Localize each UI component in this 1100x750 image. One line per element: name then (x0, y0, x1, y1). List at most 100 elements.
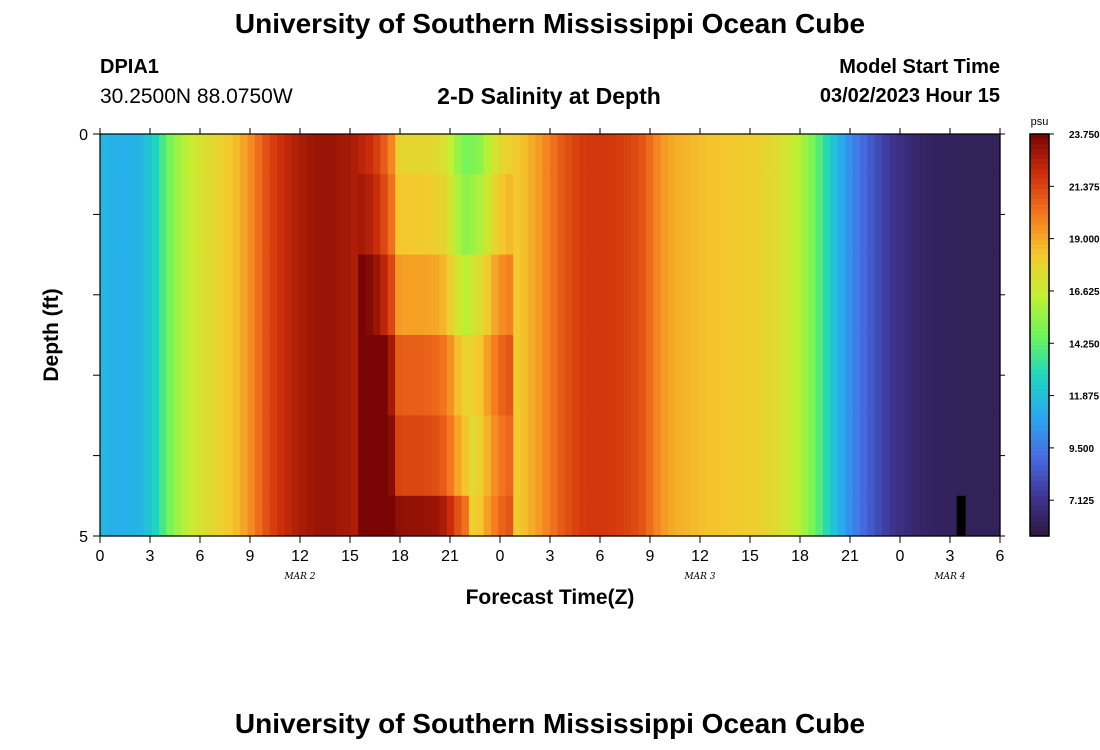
heatmap-cell (845, 254, 854, 336)
date-label: MAR 3 (683, 572, 715, 582)
colorbar-unit: psu (1031, 116, 1049, 128)
heatmap-cell (690, 335, 699, 416)
heatmap-cell (306, 415, 315, 497)
heatmap-cell (756, 134, 765, 175)
colorbar-segment (1030, 340, 1049, 346)
heatmap-cell (476, 335, 485, 416)
heatmap-cell (225, 495, 234, 537)
heatmap-cell (129, 495, 138, 537)
heatmap-cell (889, 134, 898, 175)
heatmap-cell (188, 495, 197, 537)
heatmap-cell (668, 254, 677, 336)
heatmap-cell (387, 134, 396, 175)
heatmap-cell (800, 174, 809, 256)
heatmap-cell (645, 174, 654, 256)
heatmap-cell (240, 415, 249, 497)
heatmap-cell (269, 134, 278, 175)
heatmap-cell (417, 495, 426, 537)
heatmap-cell (343, 495, 352, 537)
heatmap-cell (151, 415, 160, 497)
heatmap-cell (417, 134, 426, 175)
heatmap-cell (668, 134, 677, 175)
heatmap-cell (188, 415, 197, 497)
heatmap-cell (159, 335, 167, 416)
heatmap-cell (623, 134, 632, 175)
heatmap-cell (306, 134, 315, 175)
colorbar-segment (1030, 335, 1049, 341)
heatmap-cell (254, 134, 263, 175)
heatmap-cell (505, 174, 514, 256)
colorbar-segment (1030, 204, 1049, 210)
heatmap-cell (926, 134, 935, 175)
heatmap-cell (845, 134, 854, 175)
heatmap-cell (461, 415, 470, 497)
heatmap-cell (896, 134, 905, 175)
heatmap-cell (815, 174, 824, 256)
heatmap-cell (490, 495, 499, 537)
heatmap-cell (786, 174, 795, 256)
heatmap-cell (483, 254, 492, 336)
heatmap-cell (365, 134, 374, 175)
heatmap-cell (741, 254, 750, 336)
heatmap-cell (446, 134, 455, 175)
heatmap-cell (225, 415, 234, 497)
heatmap-cell (668, 415, 677, 497)
heatmap-cell (859, 254, 868, 336)
heatmap-cell (859, 415, 868, 497)
heatmap-cell (852, 254, 861, 336)
heatmap-cell (977, 134, 986, 175)
colorbar-segment (1030, 199, 1049, 205)
heatmap-cell (572, 495, 581, 537)
heatmap-cell (690, 134, 699, 175)
heatmap-cell (704, 174, 713, 256)
y-tick-label: 0 (79, 127, 88, 144)
colorbar-segment (1030, 440, 1049, 447)
heatmap-cell (749, 254, 758, 336)
heatmap-cell (977, 415, 986, 497)
heatmap-cell (232, 254, 241, 336)
heatmap-cell (358, 174, 367, 256)
heatmap-cell (970, 415, 979, 497)
heatmap-cell (830, 415, 839, 497)
heatmap-cell (704, 335, 713, 416)
heatmap-cell (586, 174, 595, 256)
heatmap-cell (350, 134, 359, 175)
heatmap-cell (992, 495, 1001, 537)
heatmap-cell (461, 134, 470, 175)
colorbar-segment (1030, 445, 1049, 452)
heatmap-cell (830, 134, 839, 175)
heatmap-cell (232, 174, 241, 256)
colorbar-segment (1030, 224, 1049, 231)
heatmap-cell (513, 495, 522, 537)
heatmap-cell (136, 254, 145, 336)
heatmap-cell (107, 415, 116, 497)
heatmap-cell (513, 174, 522, 256)
heatmap-cell (107, 174, 116, 256)
heatmap-cell (498, 415, 507, 497)
y-axis-label: Depth (ft) (40, 288, 63, 381)
heatmap-cell (195, 174, 204, 256)
heatmap-cell (645, 254, 654, 336)
heatmap-cell (535, 174, 544, 256)
heatmap-cell (520, 335, 529, 416)
heatmap-cell (778, 134, 787, 175)
heatmap-cell (660, 335, 669, 416)
heatmap-cell (800, 254, 809, 336)
heatmap-cell (225, 254, 234, 336)
heatmap-cell (218, 254, 227, 336)
heatmap-cell (232, 134, 241, 175)
heatmap-cell (771, 134, 780, 175)
heatmap-cell (409, 335, 418, 416)
heatmap-cell (542, 254, 551, 336)
colorbar-segment (1030, 395, 1049, 401)
colorbar-segment (1030, 355, 1049, 361)
heatmap-cell (682, 174, 691, 256)
heatmap-cell (225, 335, 234, 416)
heatmap-cell (114, 495, 123, 537)
heatmap-cell (151, 174, 160, 256)
heatmap-cell (151, 335, 160, 416)
x-tick-label: 12 (291, 548, 309, 565)
colorbar-segment (1030, 194, 1049, 200)
heatmap-cell (594, 134, 603, 175)
heatmap-cell (277, 495, 286, 537)
